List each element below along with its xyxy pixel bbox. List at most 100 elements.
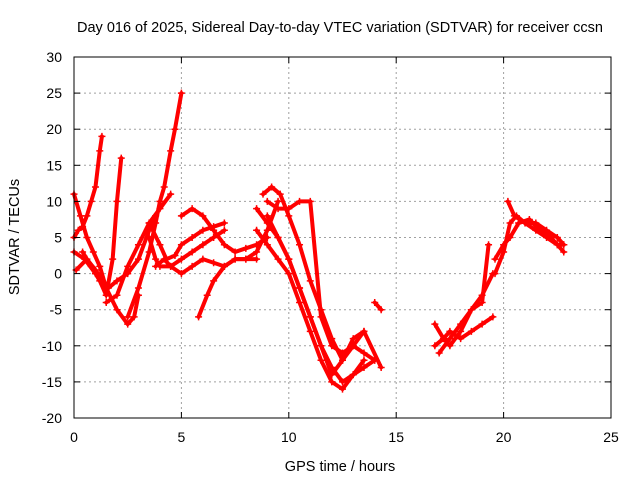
data-point: [134, 255, 142, 263]
data-point: [317, 313, 325, 321]
data-point: [113, 291, 121, 299]
y-tick-label: -15: [42, 374, 62, 390]
data-point: [506, 234, 514, 241]
data-point: [160, 255, 168, 263]
data-point: [96, 262, 104, 270]
data-point: [274, 205, 282, 213]
data-point: [177, 89, 185, 97]
data-point: [87, 197, 95, 205]
data-point: [274, 255, 282, 263]
data-point: [377, 306, 385, 314]
data-point: [83, 234, 91, 241]
data-point: [210, 226, 218, 234]
series-arc2: [70, 132, 106, 241]
data-point: [203, 291, 211, 299]
data-point: [360, 349, 368, 357]
data-point: [339, 356, 346, 364]
data-point: [177, 212, 185, 220]
data-point: [478, 320, 486, 328]
data-point: [296, 197, 304, 205]
data-point: [274, 234, 282, 241]
data-point: [145, 234, 153, 241]
data-point: [253, 255, 261, 263]
data-point: [489, 313, 497, 321]
data-point: [220, 219, 228, 227]
data-point: [457, 335, 465, 343]
data-point: [491, 270, 499, 278]
data-point: [500, 241, 508, 249]
data-point: [285, 255, 293, 263]
data-point: [124, 313, 132, 321]
data-point: [231, 248, 239, 256]
data-point: [431, 342, 439, 350]
data-point: [285, 205, 293, 213]
data-point: [152, 219, 160, 227]
series-arc18: [371, 298, 385, 314]
data-point: [296, 241, 304, 249]
data-point: [199, 255, 207, 263]
data-point: [259, 190, 267, 198]
y-tick-label: 20: [46, 121, 62, 137]
data-point: [349, 335, 357, 343]
y-tick-label: 15: [46, 157, 62, 173]
series-arc6: [124, 89, 185, 321]
data-point: [510, 212, 518, 220]
data-point: [435, 349, 443, 357]
data-point: [253, 226, 261, 234]
data-point: [134, 284, 142, 292]
ticks: [73, 56, 612, 419]
data-point: [117, 154, 125, 162]
data-point: [199, 226, 207, 234]
data-point: [349, 342, 357, 350]
data-point: [210, 234, 218, 241]
data-point: [306, 197, 314, 205]
data-point: [156, 241, 164, 249]
data-point: [89, 248, 97, 256]
x-tick-label: 0: [70, 429, 78, 445]
data-point: [177, 241, 185, 249]
data-point: [317, 356, 325, 364]
data-point: [220, 226, 228, 234]
data-point: [102, 291, 110, 299]
series-arc17: [263, 197, 379, 364]
data-point: [210, 259, 218, 267]
data-point: [199, 241, 207, 249]
data-point: [152, 255, 160, 263]
data-point: [156, 197, 164, 205]
data-point: [263, 197, 271, 205]
data-point: [253, 205, 261, 213]
data-point: [339, 349, 346, 357]
data-point: [268, 183, 276, 191]
data-point: [285, 212, 293, 220]
data-point: [296, 284, 304, 292]
data-point: [263, 219, 271, 227]
y-tick-label: -10: [42, 338, 62, 354]
series-line: [372, 300, 384, 312]
data-point: [485, 241, 493, 249]
data-point: [431, 320, 439, 328]
data-point: [83, 255, 91, 263]
data-point: [134, 241, 142, 249]
y-tick-label: -20: [42, 410, 62, 426]
data-point: [328, 371, 336, 379]
y-tick-label: -5: [50, 302, 63, 318]
series-arc21: [435, 241, 493, 357]
data-point: [124, 320, 132, 328]
data-point: [467, 327, 475, 335]
data-point: [195, 313, 203, 321]
data-point: [152, 262, 160, 270]
data-point: [317, 342, 325, 350]
data-point: [553, 241, 561, 249]
data-point: [177, 270, 185, 278]
data-point: [274, 197, 282, 205]
series-group: [70, 89, 568, 393]
x-tick-label: 25: [603, 429, 619, 445]
y-tick-label: 25: [46, 85, 62, 101]
y-tick-label: 0: [54, 266, 62, 282]
data-point: [446, 335, 454, 343]
data-point: [306, 277, 314, 285]
data-point: [339, 385, 346, 393]
data-point: [263, 226, 271, 234]
data-point: [263, 234, 271, 241]
data-point: [521, 219, 529, 227]
